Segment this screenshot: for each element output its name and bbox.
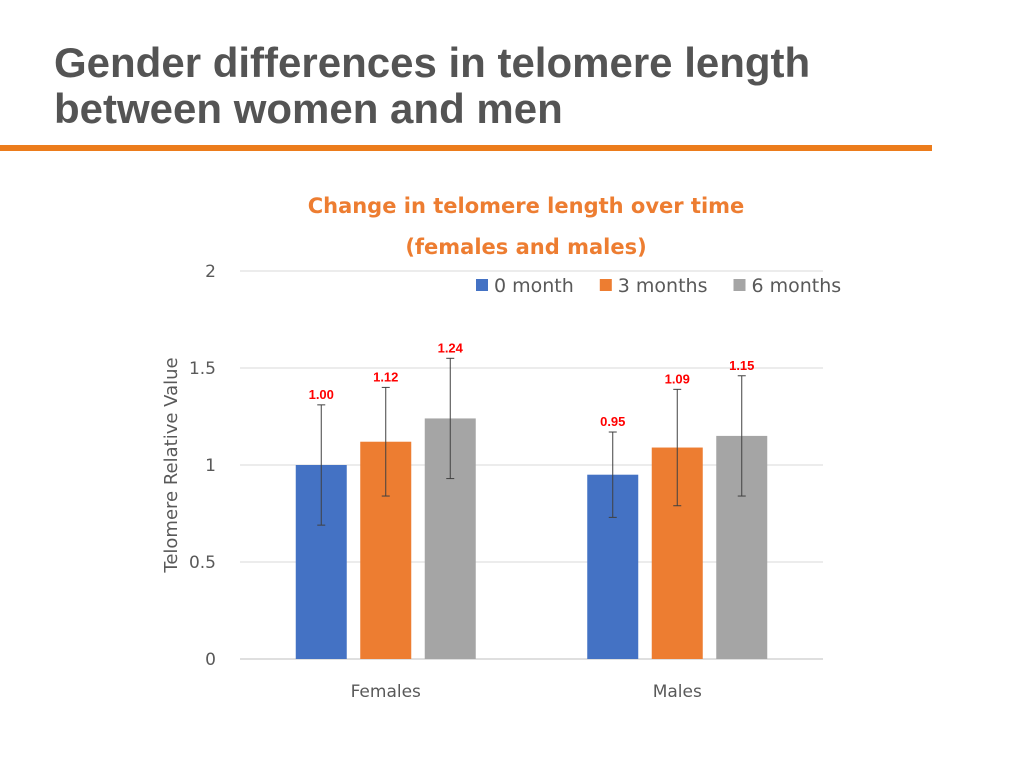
legend-swatch	[476, 279, 488, 291]
chart-title-line-1: Change in telomere length over time	[308, 194, 745, 218]
data-label: 1.24	[438, 340, 464, 355]
bars	[295, 418, 768, 659]
error-bars	[317, 357, 746, 526]
data-label: 1.09	[665, 371, 690, 386]
y-tick-label: 1	[205, 456, 216, 476]
legend-swatch	[733, 279, 746, 291]
legend-label: 0 month	[494, 275, 574, 297]
legend-swatch	[599, 279, 612, 291]
y-axis-title: Telomere Relative Value	[161, 357, 182, 573]
legend-label: 3 months	[618, 275, 708, 297]
data-label: 0.95	[600, 414, 625, 429]
slide-title-line-2: between women and men	[54, 85, 563, 132]
x-axis-ticks: Females Males	[351, 682, 702, 702]
y-tick-label: 0.5	[189, 553, 216, 573]
y-tick-label: 2	[205, 262, 216, 282]
legend: 0 month 3 months 6 months	[476, 275, 841, 297]
chart-title-line-2: (females and males)	[405, 235, 646, 259]
data-labels: 1.00 1.12 1.24 0.95 1.09 1.15	[309, 340, 755, 429]
x-tick-label: Females	[351, 682, 421, 702]
data-label: 1.00	[309, 387, 334, 402]
data-label: 1.12	[373, 369, 398, 384]
accent-rule	[0, 145, 932, 151]
y-tick-label: 0	[205, 650, 216, 670]
y-axis-ticks: 0 0.5 1 1.5 2	[189, 262, 216, 670]
legend-label: 6 months	[752, 275, 842, 297]
slide-title-line-1: Gender differences in telomere length	[54, 39, 811, 86]
data-label: 1.15	[729, 358, 754, 373]
y-tick-label: 1.5	[189, 359, 216, 379]
slide-title: Gender differences in telomere length be…	[54, 40, 954, 132]
x-tick-label: Males	[653, 682, 702, 702]
